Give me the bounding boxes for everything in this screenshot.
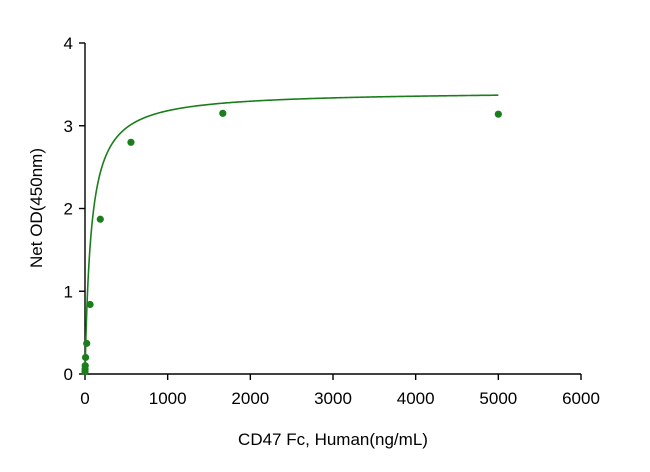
data-point [83,339,91,347]
data-point [96,215,104,223]
x-axis-ticks: 0 1000 2000 3000 4000 5000 6000 [80,374,600,408]
y-tick-label: 3 [64,117,73,136]
y-axis-title: Net OD(450nm) [27,148,46,268]
x-tick-label: 0 [80,389,89,408]
x-axis-title: CD47 Fc, Human(ng/mL) [238,430,428,449]
data-point [81,353,90,362]
y-tick-label: 2 [64,200,73,219]
data-points [81,109,502,376]
x-tick-label: 3000 [314,389,352,408]
y-tick-label: 1 [64,282,73,301]
x-tick-label: 5000 [479,389,517,408]
x-tick-label: 1000 [149,389,187,408]
y-tick-label: 4 [64,34,73,53]
data-point [219,109,227,117]
x-tick-label: 6000 [562,389,600,408]
data-point [494,110,502,118]
y-tick-label: 0 [64,365,73,384]
data-point [81,362,89,370]
data-point [127,138,135,146]
fit-curve [84,94,499,374]
y-axis-ticks: 0 1 2 3 4 [64,34,85,384]
x-tick-label: 4000 [397,389,435,408]
x-tick-label: 2000 [231,389,269,408]
data-point [86,300,94,309]
axes [84,43,581,375]
